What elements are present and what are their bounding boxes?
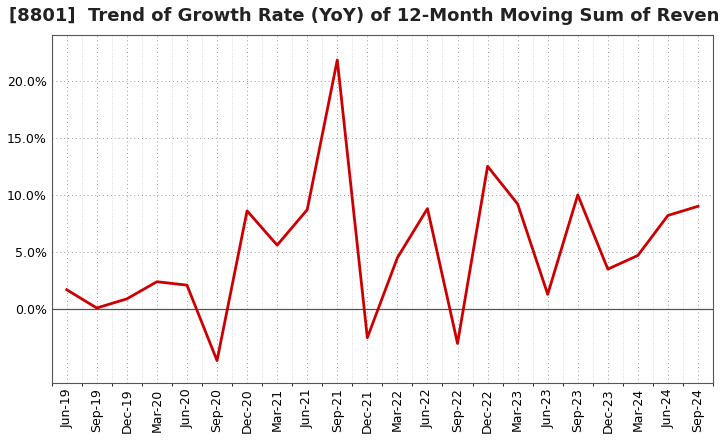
Title: [8801]  Trend of Growth Rate (YoY) of 12-Month Moving Sum of Revenues: [8801] Trend of Growth Rate (YoY) of 12-…: [9, 7, 720, 25]
